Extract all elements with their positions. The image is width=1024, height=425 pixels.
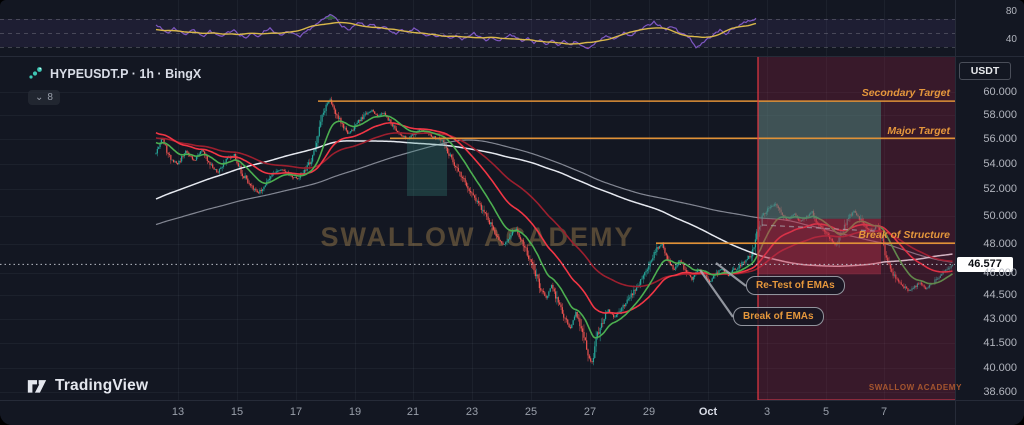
object-tree-chip[interactable]: ⌄ 8 <box>28 90 60 105</box>
major-target-label: Major Target <box>887 125 950 137</box>
symbol-title: HYPEUSDT.P · 1h · BingX <box>50 66 202 81</box>
time-tick-label: 7 <box>880 406 888 418</box>
time-tick-label: 21 <box>406 406 420 418</box>
price-tick-label: 60.000 <box>983 85 1017 98</box>
price-tick-label: 50.000 <box>983 210 1017 223</box>
price-tick-label: 44.500 <box>983 289 1017 302</box>
retest-emas-callout[interactable]: Re-Test of EMAs <box>746 276 845 295</box>
time-tick-label: 13 <box>171 406 185 418</box>
break-of-structure-label: Break of Structure <box>858 229 950 241</box>
chevron-down-icon: ⌄ <box>35 92 44 103</box>
symbol-legend[interactable]: HYPEUSDT.P · 1h · BingX <box>28 66 201 81</box>
object-count: 8 <box>47 92 53 103</box>
time-tick-label: 27 <box>583 406 597 418</box>
time-tick-label: 23 <box>465 406 479 418</box>
time-tick-label: 25 <box>524 406 538 418</box>
tradingview-logo-icon <box>27 380 47 393</box>
time-tick-label: 19 <box>348 406 362 418</box>
symbol-icon <box>29 67 42 79</box>
corner-watermark: SWALLOW ACADEMY <box>868 383 962 392</box>
price-axis[interactable]: USDT 46.577 60.000 58.000 56.000 54.000 52.0… <box>956 0 1024 425</box>
price-tick-label: 56.000 <box>983 132 1017 145</box>
time-tick-label: Oct <box>698 406 718 418</box>
price-tick-label: 43.000 <box>983 312 1017 325</box>
price-tick-label: 58.000 <box>983 109 1017 122</box>
break-emas-callout[interactable]: Break of EMAs <box>733 307 824 326</box>
time-axis-separator <box>0 400 1024 401</box>
time-axis[interactable]: 13 15 17 19 21 23 25 27 29 Oct 3 5 7 <box>0 401 955 425</box>
price-tick-label: 54.000 <box>983 157 1017 170</box>
time-tick-label: 5 <box>822 406 830 418</box>
price-tick-label: 46.000 <box>983 266 1017 279</box>
price-tick-label: 38.600 <box>983 386 1017 399</box>
currency-toggle-button[interactable]: USDT <box>959 62 1011 80</box>
time-tick-label: 17 <box>289 406 303 418</box>
secondary-target-label: Secondary Target <box>861 87 950 99</box>
current-price-label: 46.577 <box>957 256 1013 272</box>
price-tick-label: 52.000 <box>983 183 1017 196</box>
price-tick-label: 41.500 <box>983 336 1017 349</box>
price-tick-label: 48.000 <box>983 237 1017 250</box>
tradingview-logo[interactable]: TradingView <box>27 377 148 395</box>
indicator-tick-label: 40 <box>1005 34 1017 45</box>
price-tick-label: 40.000 <box>983 361 1017 374</box>
time-tick-label: 29 <box>642 406 656 418</box>
chart-canvas[interactable] <box>0 0 955 400</box>
indicator-tick-label: 80 <box>1005 6 1017 17</box>
time-tick-label: 3 <box>763 406 771 418</box>
time-tick-label: 15 <box>230 406 244 418</box>
pane-separator[interactable] <box>0 56 1024 57</box>
tradingview-logo-text: TradingView <box>55 377 149 394</box>
price-axis-separator <box>955 0 956 425</box>
